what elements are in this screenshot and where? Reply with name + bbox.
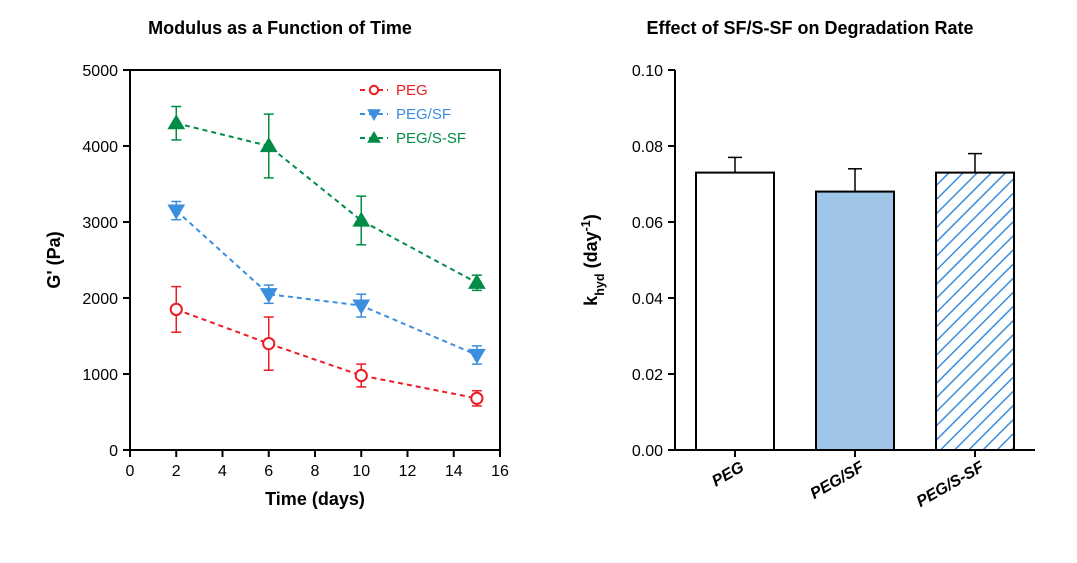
series-line — [176, 211, 477, 355]
y-tick-label: 2000 — [82, 291, 118, 308]
y-tick-label: 0.06 — [632, 215, 663, 232]
y-axis-label: G' (Pa) — [44, 231, 64, 288]
series-line — [176, 123, 477, 283]
marker-triangle-down — [168, 205, 184, 219]
x-axis-label: Time (days) — [265, 489, 365, 509]
marker-circle-open — [370, 86, 378, 94]
left-chart-panel: Modulus as a Function of Time 0 2 4 6 8 10 12 14… — [20, 0, 540, 563]
y-tick-label: 1000 — [82, 367, 118, 384]
y-tick-label: 4000 — [82, 139, 118, 156]
x-tick-label: 14 — [445, 463, 463, 480]
marker-triangle-up — [469, 275, 485, 289]
x-tick-label: 4 — [218, 463, 227, 480]
marker-triangle-up — [353, 212, 369, 226]
right-chart-panel: Effect of SF/S-SF on Degradation Rate0.0… — [555, 0, 1065, 563]
bar — [696, 173, 774, 450]
y-tick-label: 0 — [109, 443, 118, 460]
legend-label: PEG — [396, 82, 428, 99]
marker-circle-open — [356, 370, 367, 381]
x-tick-label: 8 — [311, 463, 320, 480]
marker-triangle-up — [168, 115, 184, 129]
x-tick-label: PEG — [709, 459, 747, 491]
marker-triangle-down — [469, 349, 485, 363]
marker-circle-open — [171, 304, 182, 315]
bar — [936, 173, 1014, 450]
marker-circle-open — [263, 338, 274, 349]
legend-label: PEG/SF — [396, 106, 451, 123]
x-tick-label: 10 — [352, 463, 370, 480]
x-tick-label: PEG/SF — [808, 458, 868, 503]
marker-triangle-up — [261, 138, 277, 152]
x-tick-label: 16 — [491, 463, 509, 480]
y-tick-label: 0.04 — [632, 291, 663, 308]
y-tick-label: 3000 — [82, 215, 118, 232]
y-tick-label: 0.02 — [632, 367, 663, 384]
plot-frame — [130, 70, 500, 450]
y-tick-label: 5000 — [82, 63, 118, 80]
right-chart-svg: 0.00 0.02 0.04 0.06 0.08 0.10 khyd (day-1) PEG P… — [555, 0, 1065, 563]
marker-triangle-down — [353, 300, 369, 314]
right-chart-title: Effect of SF/S-SF on Degradation Rate — [555, 18, 1065, 39]
y-tick-label: 0.00 — [632, 443, 663, 460]
x-tick-label: 12 — [399, 463, 417, 480]
x-tick-label: 0 — [126, 463, 135, 480]
figure-row: Modulus as a Function of Time 0 2 4 6 8 10 12 14… — [0, 0, 1077, 563]
y-tick-label: 0.10 — [632, 63, 663, 80]
y-axis-label: khyd (day-1) — [579, 214, 607, 306]
x-tick-label: PEG/S-SF — [914, 458, 988, 511]
marker-circle-open — [471, 393, 482, 404]
y-tick-label: 0.08 — [632, 139, 663, 156]
x-tick-label: 6 — [264, 463, 273, 480]
bar — [816, 192, 894, 450]
left-chart-svg: 0 2 4 6 8 10 12 14 16 0 1000 2000 3000 4000 5000 Time (… — [20, 0, 540, 563]
x-tick-label: 2 — [172, 463, 181, 480]
legend-label: PEG/S-SF — [396, 130, 466, 147]
left-chart-title: Modulus as a Function of Time — [20, 18, 540, 39]
series-line — [176, 309, 477, 398]
